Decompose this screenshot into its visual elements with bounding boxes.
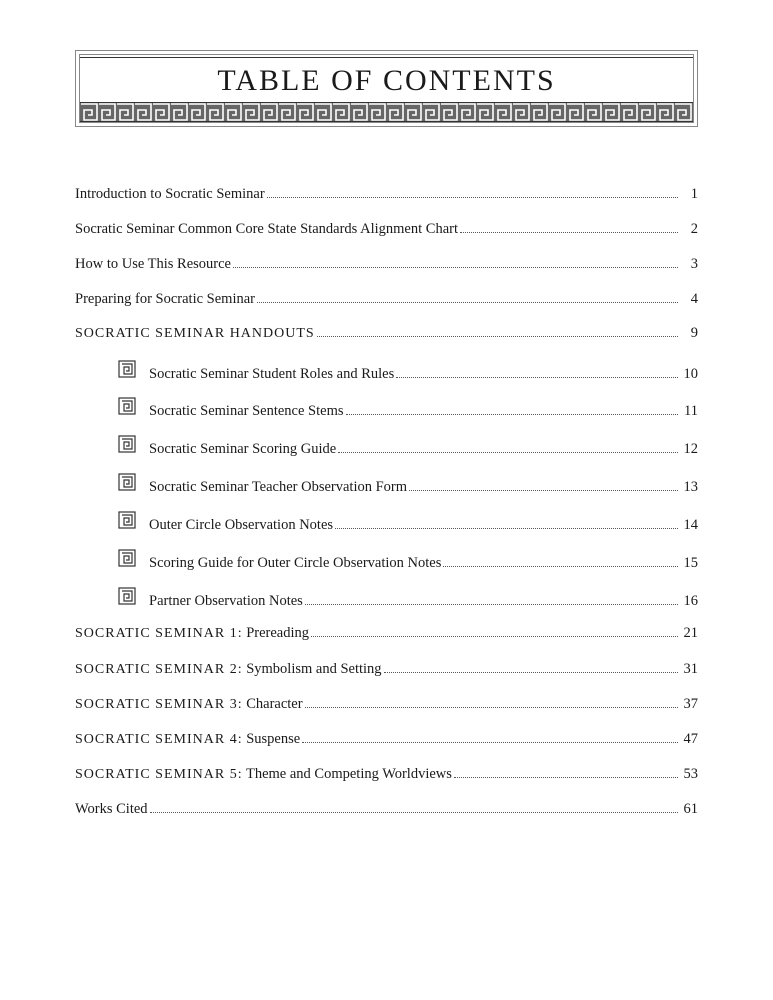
dot-leader [443, 566, 678, 567]
dot-leader [460, 232, 678, 233]
toc-label: Preparing for Socratic Seminar [75, 290, 255, 309]
toc-row: Socratic Seminar Student Roles and Rules… [75, 360, 698, 384]
toc-row: SOCRATIC SEMINAR 5: Theme and Competing … [75, 765, 698, 784]
toc-label-caps: SOCRATIC SEMINAR HANDOUTS [75, 326, 315, 341]
toc-label-caps: SOCRATIC SEMINAR 5: [75, 767, 243, 782]
dot-leader [311, 636, 678, 637]
toc-row: Socratic Seminar Scoring Guide 12 [75, 435, 698, 459]
toc-label-rest: Character [243, 696, 303, 712]
toc-label: Socratic Seminar Common Core State Stand… [75, 220, 458, 239]
toc-page-number: 13 [680, 478, 698, 497]
toc-row: Outer Circle Observation Notes 14 [75, 511, 698, 535]
toc-label-caps: SOCRATIC SEMINAR 3: [75, 697, 243, 712]
toc-row: How to Use This Resource 3 [75, 255, 698, 274]
toc-page-number: 16 [680, 592, 698, 611]
toc-page-number: 3 [680, 255, 698, 274]
toc-page-number: 61 [680, 800, 698, 819]
toc-page-number: 4 [680, 290, 698, 309]
dot-leader [338, 452, 678, 453]
greek-key-icon [115, 360, 139, 378]
dot-leader [409, 490, 678, 491]
greek-key-icon [115, 435, 139, 453]
dot-leader [454, 777, 678, 778]
toc-label: Socratic Seminar Scoring Guide [149, 440, 336, 459]
toc-page-number: 53 [680, 765, 698, 784]
toc-label: How to Use This Resource [75, 255, 231, 274]
toc-row: Socratic Seminar Common Core State Stand… [75, 220, 698, 239]
title-block: TABLE OF CONTENTS [80, 57, 693, 122]
greek-key-icon [115, 473, 139, 491]
toc-page-number: 12 [680, 440, 698, 459]
toc-row: SOCRATIC SEMINAR 4: Suspense 47 [75, 730, 698, 749]
toc-label-caps: SOCRATIC SEMINAR 2: [75, 662, 243, 677]
toc-row: Scoring Guide for Outer Circle Observati… [75, 549, 698, 573]
dot-leader [396, 377, 678, 378]
toc-label: Scoring Guide for Outer Circle Observati… [149, 554, 441, 573]
toc-label: Socratic Seminar Sentence Stems [149, 402, 344, 421]
toc-row: Introduction to Socratic Seminar 1 [75, 185, 698, 204]
toc-label: Socratic Seminar Student Roles and Rules [149, 365, 394, 384]
toc-page-number: 11 [680, 402, 698, 421]
toc-label-caps: SOCRATIC SEMINAR 4: [75, 732, 243, 747]
dot-leader [346, 414, 679, 415]
dot-leader [267, 197, 678, 198]
dot-leader [305, 707, 678, 708]
page-title: TABLE OF CONTENTS [80, 58, 693, 102]
toc-label-rest: Prereading [243, 625, 309, 641]
dot-leader [302, 742, 678, 743]
toc-row: Works Cited 61 [75, 800, 698, 819]
toc-label: Partner Observation Notes [149, 592, 303, 611]
toc-label-rest: Theme and Competing Worldviews [243, 766, 452, 782]
toc-page-number: 9 [680, 324, 698, 343]
frame-inner: TABLE OF CONTENTS [79, 54, 694, 123]
greek-key-icon [115, 511, 139, 529]
toc-label-rest: Suspense [243, 731, 301, 747]
toc-page-number: 1 [680, 185, 698, 204]
toc-label: Socratic Seminar Teacher Observation For… [149, 478, 407, 497]
toc-label: SOCRATIC SEMINAR 4: Suspense [75, 730, 300, 749]
greek-key-icon [115, 549, 139, 567]
toc-label: SOCRATIC SEMINAR 2: Symbolism and Settin… [75, 660, 382, 679]
toc-page-number: 21 [680, 624, 698, 643]
toc-label-caps: SOCRATIC SEMINAR 1: [75, 626, 243, 641]
greek-key-band [80, 102, 693, 122]
toc-label: SOCRATIC SEMINAR 3: Character [75, 695, 303, 714]
toc-label: SOCRATIC SEMINAR HANDOUTS [75, 324, 315, 343]
toc-row: SOCRATIC SEMINAR HANDOUTS 9 [75, 324, 698, 343]
toc-row: SOCRATIC SEMINAR 3: Character 37 [75, 695, 698, 714]
toc-row: Preparing for Socratic Seminar 4 [75, 290, 698, 309]
dot-leader [305, 604, 678, 605]
toc-page-number: 10 [680, 365, 698, 384]
toc-label: Introduction to Socratic Seminar [75, 185, 265, 204]
toc-label: SOCRATIC SEMINAR 5: Theme and Competing … [75, 765, 452, 784]
toc-row: SOCRATIC SEMINAR 2: Symbolism and Settin… [75, 660, 698, 679]
toc-row: Socratic Seminar Sentence Stems 11 [75, 397, 698, 421]
toc-page-number: 14 [680, 516, 698, 535]
greek-key-icon [115, 397, 139, 415]
toc-page-number: 31 [680, 660, 698, 679]
toc-page-number: 47 [680, 730, 698, 749]
toc-label: Outer Circle Observation Notes [149, 516, 333, 535]
toc-row: SOCRATIC SEMINAR 1: Prereading 21 [75, 624, 698, 643]
greek-key-icon [115, 587, 139, 605]
toc-row: Partner Observation Notes 16 [75, 587, 698, 611]
toc-page-number: 15 [680, 554, 698, 573]
dot-leader [150, 812, 678, 813]
toc-page-number: 37 [680, 695, 698, 714]
dot-leader [233, 267, 678, 268]
toc-page-number: 2 [680, 220, 698, 239]
table-of-contents: Introduction to Socratic Seminar 1 Socrati… [75, 185, 698, 819]
dot-leader [335, 528, 678, 529]
toc-label: Works Cited [75, 800, 148, 819]
frame-outer: TABLE OF CONTENTS [75, 50, 698, 127]
dot-leader [384, 672, 678, 673]
toc-row: Socratic Seminar Teacher Observation For… [75, 473, 698, 497]
toc-label-rest: Symbolism and Setting [243, 661, 382, 677]
dot-leader [257, 302, 678, 303]
dot-leader [317, 336, 678, 337]
toc-label: SOCRATIC SEMINAR 1: Prereading [75, 624, 309, 643]
